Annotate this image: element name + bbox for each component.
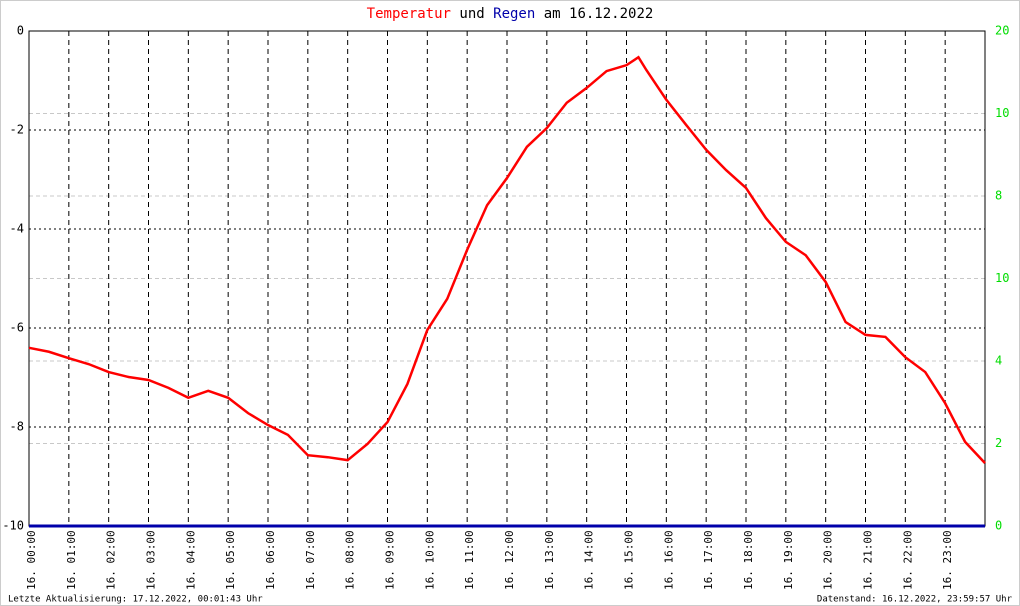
y2-tick-label: 2 [995, 436, 1002, 450]
x-tick-label: 16. 00:00 [25, 530, 38, 590]
y2-tick-label: 8 [995, 189, 1002, 203]
x-tick-label: 16. 14:00 [583, 530, 596, 590]
x-tick-label: 16. 18:00 [742, 530, 755, 590]
y-tick-label: -4 [10, 222, 24, 236]
x-tick-label: 16. 08:00 [344, 530, 357, 590]
x-tick-label: 16. 21:00 [862, 530, 875, 590]
x-tick-label: 16. 07:00 [304, 530, 317, 590]
title-part: Regen [493, 6, 535, 22]
x-tick-label: 16. 11:00 [463, 530, 476, 590]
x-tick-label: 16. 02:00 [105, 530, 118, 590]
line-series [28, 55, 986, 464]
y-tick-label: -6 [10, 321, 24, 335]
x-tick-label: 16. 01:00 [65, 530, 78, 590]
y2-tick-label: 20 [995, 24, 1009, 38]
title-part: und [459, 6, 484, 22]
title-part: am 16.12.2022 [544, 6, 654, 22]
y-tick-label: -2 [10, 123, 24, 137]
y2-tick-label: 10 [995, 271, 1009, 285]
y-tick-label: 0 [17, 24, 24, 38]
x-tick-label: 16. 05:00 [224, 530, 237, 590]
footer-right: Datenstand: 16.12.2022, 23:59:57 Uhr [817, 595, 1013, 605]
footer-left: Letzte Aktualisierung: 17.12.2022, 00:01… [8, 595, 263, 605]
x-tick-label: 16. 23:00 [941, 530, 954, 590]
x-tick-label: 16. 03:00 [145, 530, 158, 590]
x-tick-label: 16. 20:00 [822, 530, 835, 590]
y2-tick-label: 10 [995, 106, 1009, 120]
x-tick-label: 16. 12:00 [503, 530, 516, 590]
chart-title: Temperatur und Regen am 16.12.2022 [367, 6, 654, 22]
x-tick-label: 16. 10:00 [423, 530, 436, 590]
y-tick-label: -8 [10, 420, 24, 434]
x-tick-label: 16. 22:00 [901, 530, 914, 590]
x-tick-label: 16. 19:00 [782, 530, 795, 590]
x-tick-label: 16. 04:00 [184, 530, 197, 590]
y2-tick-label: 4 [995, 354, 1002, 368]
y2-tick-label: 0 [995, 519, 1002, 533]
x-tick-label: 16. 13:00 [543, 530, 556, 590]
x-tick-label: 16. 17:00 [702, 530, 715, 590]
x-tick-label: 16. 09:00 [384, 530, 397, 590]
title-part: Temperatur [367, 6, 451, 22]
x-tick-label: 16. 06:00 [264, 530, 277, 590]
y-tick-label: -10 [2, 519, 24, 533]
x-tick-label: 16. 16:00 [662, 530, 675, 590]
x-tick-label: 16. 15:00 [623, 530, 636, 590]
